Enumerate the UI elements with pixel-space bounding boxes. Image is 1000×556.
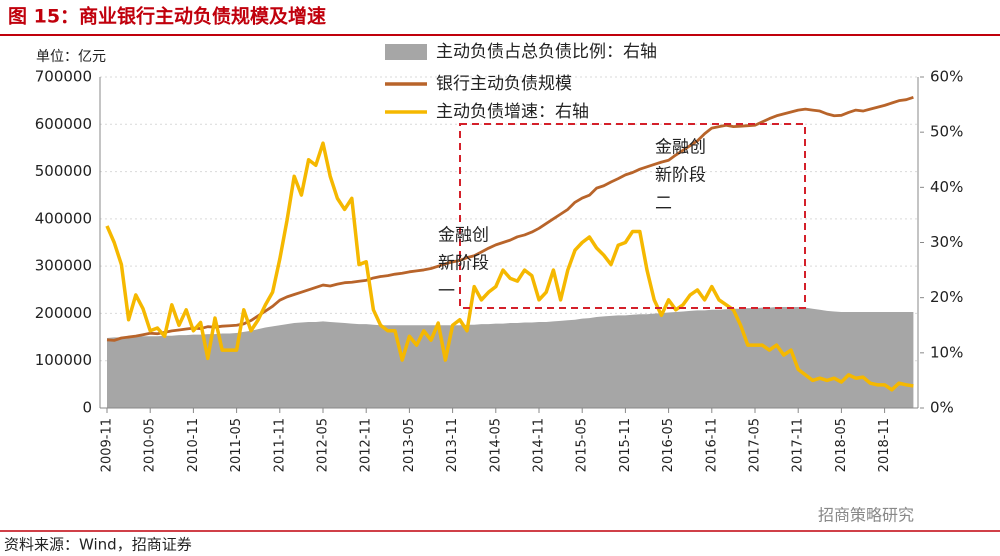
x-tick-label: 2011-05: [229, 418, 244, 472]
legend-swatch: [385, 44, 427, 60]
annotation: 新阶段: [655, 166, 706, 186]
x-tick-label: 2014-11: [532, 418, 547, 472]
annotation: 二: [655, 194, 672, 214]
x-tick-label: 2013-05: [402, 418, 417, 472]
y-tick-label: 100000: [35, 351, 92, 369]
y2-tick-label: 20%: [930, 288, 963, 306]
y2-tick-label: 30%: [930, 233, 963, 251]
plot-area: 0 100000 200000 300000 400000 500000 600000 700…: [35, 68, 964, 473]
highlight-box: [459, 123, 806, 309]
y2-tick-label: 50%: [930, 123, 963, 141]
y2-tick-label: 0%: [930, 399, 954, 417]
x-tick-label: 2011-11: [272, 418, 287, 472]
annotation: 一: [438, 282, 455, 302]
y-tick-label: 0: [82, 399, 92, 417]
y-tick-label: 300000: [35, 257, 92, 275]
x-tick-label: 2012-05: [316, 418, 331, 472]
y2-tick-label: 40%: [930, 178, 963, 196]
x-tick-label: 2009-11: [100, 418, 115, 472]
y2-tick-label: 60%: [930, 68, 963, 86]
y2-tick-label: 10%: [930, 343, 963, 361]
chart-title: 图 15：商业银行主动负债规模及增速: [8, 5, 326, 28]
watermark: 招商策略研究: [818, 506, 914, 525]
x-tick-label: 2017-11: [791, 418, 806, 472]
y-tick-label: 200000: [35, 304, 92, 322]
x-tick-label: 2016-11: [704, 418, 719, 472]
y-tick-label: 500000: [35, 162, 92, 180]
x-tick-label: 2018-11: [877, 418, 892, 472]
x-tick-label: 2018-05: [834, 418, 849, 472]
area: [107, 307, 914, 408]
y-tick-label: 700000: [35, 68, 92, 86]
x-tick-label: 2013-11: [445, 418, 460, 472]
y-tick-label: 400000: [35, 209, 92, 227]
x-tick-label: 2015-05: [575, 418, 590, 472]
x-tick-label: 2010-11: [186, 418, 201, 472]
x-tick-label: 2014-05: [488, 418, 503, 472]
x-tick-label: 2015-11: [618, 418, 633, 472]
y-axis-label: 单位：亿元: [36, 49, 106, 65]
annotation: 新阶段: [438, 254, 489, 274]
legend-label: 主动负债增速：右轴: [436, 102, 589, 122]
legend-label: 银行主动负债规模: [436, 74, 572, 94]
x-tick-label: 2010-05: [143, 418, 158, 472]
x-tick-label: 2017-05: [748, 418, 763, 472]
source: 资料来源：Wind，招商证券: [4, 536, 192, 554]
x-tick-label: 2016-05: [661, 418, 676, 472]
line: [105, 141, 914, 392]
annotation: 金融创: [655, 138, 706, 158]
legend-label: 主动负债占总负债比例：右轴: [436, 42, 657, 62]
annotation: 金融创: [438, 226, 489, 246]
x-tick-label: 2012-11: [359, 418, 374, 472]
y-tick-label: 600000: [35, 115, 92, 133]
